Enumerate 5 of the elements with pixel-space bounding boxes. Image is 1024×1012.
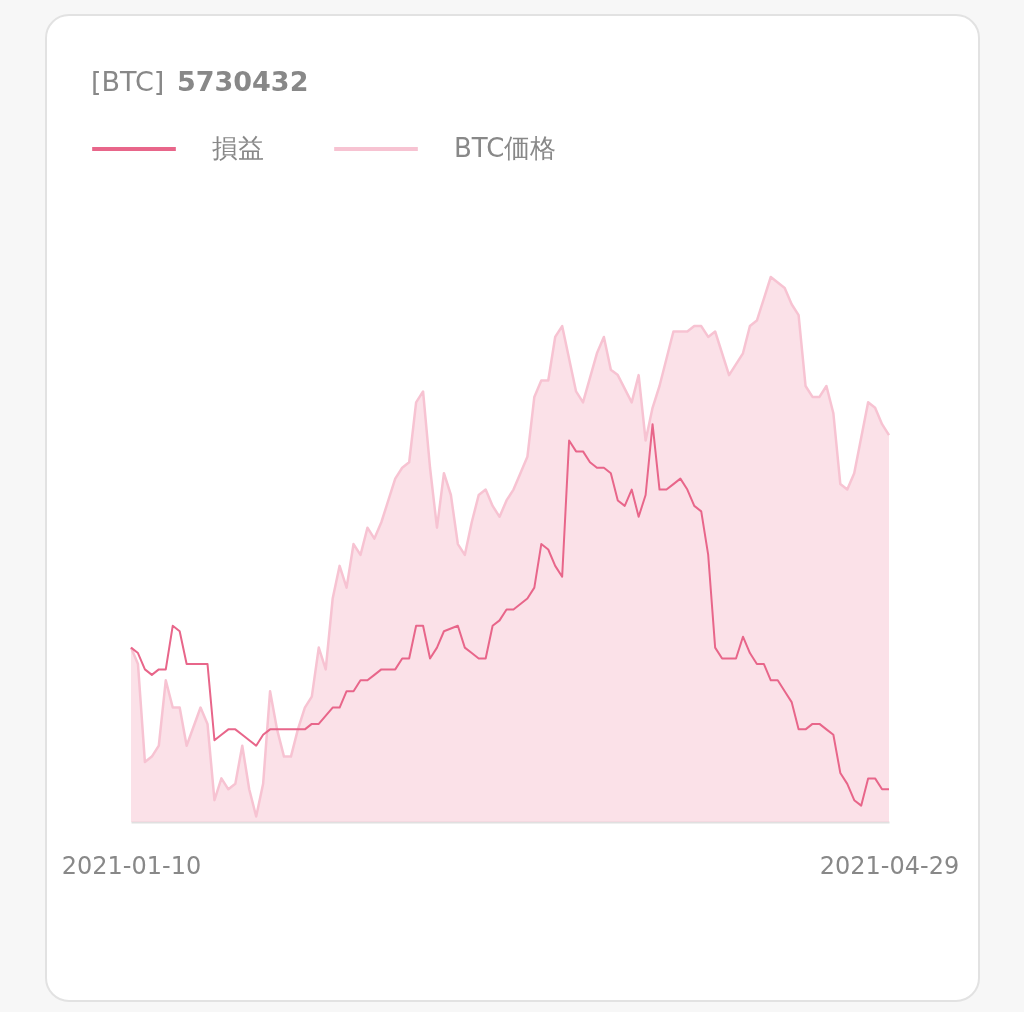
x-tick-label: 2021-01-10	[61, 851, 202, 880]
chart-title: [BTC] 5730432	[91, 66, 309, 97]
legend-label: 損益	[212, 133, 264, 163]
x-tick-label: 2021-04-29	[819, 851, 960, 880]
legend-label: BTC価格	[454, 133, 557, 163]
